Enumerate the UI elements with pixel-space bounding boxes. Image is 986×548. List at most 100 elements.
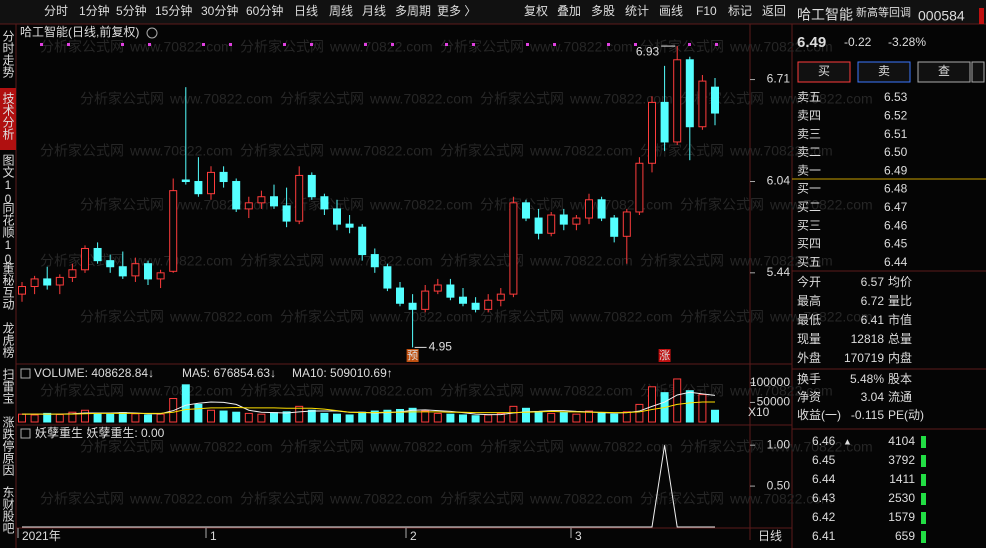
toolbar-button[interactable]: F10 — [696, 4, 717, 18]
candle-body — [118, 266, 127, 277]
candle-body — [282, 205, 291, 222]
settings-icon[interactable] — [146, 27, 158, 39]
toolbar-tab[interactable]: 分时 — [44, 4, 68, 18]
candle-body — [673, 59, 682, 143]
stat-value: 6.57 — [861, 275, 885, 289]
volume-bar — [496, 412, 505, 423]
tick-bar — [921, 512, 926, 524]
candle-body — [345, 223, 354, 228]
watermark: www.70822.com — [129, 253, 233, 269]
volume-bar — [685, 390, 694, 423]
watermark: 分析家公式网 — [440, 253, 524, 269]
watermark: www.70822.com — [169, 197, 273, 213]
watermark: www.70822.com — [769, 197, 873, 213]
watermark: 分析家公式网 — [80, 309, 164, 325]
watermark: www.70822.com — [529, 383, 633, 399]
tick-volume: 659 — [895, 529, 915, 543]
watermark: www.70822.com — [729, 253, 833, 269]
candle-body — [307, 174, 316, 198]
toolbar-button[interactable]: 复权 — [524, 4, 548, 18]
volume-bar — [307, 409, 316, 423]
toolbar-tab[interactable]: 5分钟 — [116, 3, 147, 18]
watermark: www.70822.com — [769, 91, 873, 107]
toolbar-button[interactable]: 多股 — [591, 4, 615, 18]
candle-body — [55, 276, 64, 286]
side-tab[interactable]: 涨跌停原因 — [1, 415, 15, 476]
watermark: 分析家公式网 — [240, 39, 324, 55]
watermark: 分析家公式网 — [680, 197, 764, 213]
volume-bar — [509, 405, 518, 423]
toolbar-button[interactable]: 画线 — [659, 4, 683, 18]
book-label: 卖二 — [797, 145, 821, 159]
tick-volume: 1579 — [888, 510, 915, 524]
watermark: www.70822.com — [569, 197, 673, 213]
toolbar-button[interactable]: 统计 — [625, 4, 649, 18]
watermark: 分析家公式网 — [280, 439, 364, 455]
candle-body — [18, 286, 26, 295]
side-tab[interactable]: 分时走势 — [1, 30, 15, 78]
watermark: 分析家公式网 — [480, 309, 564, 325]
y-tick-label: 5.44 — [767, 265, 791, 279]
volume-bar — [547, 412, 556, 423]
trade-button-label[interactable]: 买 — [818, 64, 830, 78]
content: 分析家公式网 www.70822.com 分析家公式网 www.70822.com 分析… — [0, 3, 986, 543]
signal-dot — [634, 43, 637, 46]
stat-label: PE(动) — [888, 408, 924, 422]
code-mark — [979, 8, 984, 24]
side-tab[interactable]: 龙虎榜 — [1, 322, 15, 359]
watermark: 分析家公式网 — [280, 91, 364, 107]
watermark: www.70822.com — [169, 91, 273, 107]
toolbar-tab[interactable]: 日线 — [294, 4, 318, 18]
trade-button[interactable] — [971, 61, 985, 83]
toolbar-tab[interactable]: 1分钟 — [79, 3, 110, 18]
stat-label: 换手 — [797, 372, 821, 386]
y-tick-label: 50000 — [757, 395, 791, 409]
candle-body — [81, 247, 89, 271]
trade-button-label[interactable]: 查 — [938, 64, 950, 78]
volume-bar — [232, 411, 241, 423]
toolbar-button[interactable]: 标记 — [728, 4, 752, 18]
side-tab[interactable]: 董秘互动 — [1, 262, 15, 310]
candle-body — [244, 202, 253, 210]
volume-bar — [635, 403, 644, 423]
watermark: www.70822.com — [329, 39, 433, 55]
trade-button[interactable] — [917, 61, 971, 83]
candle-body — [383, 266, 392, 289]
signal-dot — [202, 43, 205, 46]
toolbar-tab[interactable]: 30分钟 — [201, 3, 238, 18]
trade-button[interactable] — [857, 61, 911, 83]
watermark: www.70822.com — [329, 253, 433, 269]
toolbar-tab[interactable]: 15分钟 — [155, 3, 192, 18]
tick-price: 6.43 — [812, 491, 836, 505]
toolbar-button[interactable]: 返回 — [762, 4, 786, 18]
watermark: www.70822.com — [369, 91, 473, 107]
book-price: 6.53 — [884, 90, 908, 104]
toolbar-tab[interactable]: 月线 — [362, 4, 386, 18]
watermark: www.70822.com — [129, 143, 233, 159]
side-tab[interactable]: 技术分析 — [1, 92, 15, 141]
toolbar-tab[interactable]: 多周期 — [395, 4, 431, 18]
trade-button[interactable] — [797, 61, 851, 83]
signal-dot — [715, 43, 718, 46]
side-tab[interactable]: 同花顺10 — [1, 202, 15, 266]
tick-bar — [921, 474, 926, 486]
volume-bar — [194, 403, 203, 423]
stat-label: 今开 — [797, 274, 821, 289]
trade-button-label[interactable]: 卖 — [878, 64, 890, 78]
candle-body — [648, 101, 656, 164]
toolbar-tab[interactable]: 更多 〉 — [437, 4, 476, 18]
side-tab[interactable]: 扫雷宝 — [1, 368, 15, 404]
side-tab[interactable]: 东财股吧 — [1, 486, 15, 534]
watermark: 分析家公式网 — [280, 309, 364, 325]
watermark: 分析家公式网 — [440, 143, 524, 159]
side-tab[interactable]: 图文10 — [1, 154, 15, 206]
toolbar-tab[interactable]: 60分钟 — [246, 3, 283, 18]
marker-bg — [658, 349, 671, 362]
volume-bar — [408, 407, 417, 423]
watermark: www.70822.com — [529, 143, 633, 159]
toolbar-tab[interactable]: 周线 — [329, 4, 353, 18]
tick-bar — [921, 455, 926, 467]
toolbar-button[interactable]: 叠加 — [557, 4, 581, 18]
watermark: 分析家公式网 — [80, 439, 164, 455]
